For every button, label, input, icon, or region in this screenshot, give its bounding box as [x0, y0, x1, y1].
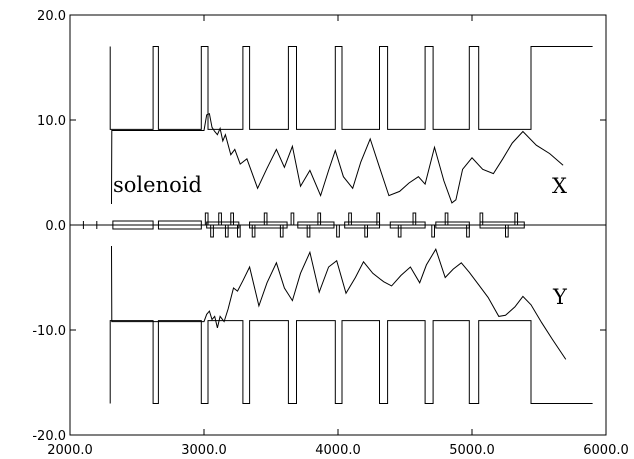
beamline-elements	[70, 212, 606, 238]
quad-7	[263, 212, 268, 226]
quad-2	[218, 212, 222, 226]
series-lines	[109, 46, 593, 404]
solenoid-label: solenoid	[113, 173, 202, 197]
quad-0	[204, 212, 209, 226]
quad-6	[251, 224, 256, 238]
solenoid-box-0	[112, 220, 154, 230]
y-tick-label-3: 10.0	[37, 114, 66, 129]
quad-8	[279, 224, 284, 238]
quad-22	[505, 224, 509, 238]
quad-18	[431, 224, 435, 238]
quad-21	[479, 212, 484, 226]
quad-23	[514, 212, 519, 226]
quad-15	[376, 212, 381, 226]
x-tick-label-0: 2000.0	[47, 443, 93, 458]
solenoid-box-1	[157, 220, 202, 230]
quad-13	[348, 212, 352, 226]
x-tick-labels: 2000.0 3000.0 4000.0 5000.0 6000.0	[47, 443, 629, 458]
y-tick-label-4: 20.0	[37, 9, 66, 24]
quad-11	[317, 212, 322, 226]
x-tick-label-4: 6000.0	[583, 443, 629, 458]
quad-3	[224, 224, 229, 238]
lower-aperture-line	[109, 320, 593, 404]
x-trace-label: X	[552, 174, 567, 198]
quad-12	[336, 224, 340, 238]
quad-20	[466, 224, 470, 238]
quad-14	[364, 224, 368, 238]
y-tick-label-2: 0.0	[45, 219, 66, 234]
quad-5	[237, 224, 241, 238]
y-tick-label-1: -10.0	[32, 324, 66, 339]
x-tick-label-1: 3000.0	[181, 443, 227, 458]
drift-box-2	[297, 221, 335, 229]
quad-4	[230, 212, 234, 226]
y-tick-labels: -20.0 -10.0 0.0 10.0 20.0	[32, 9, 66, 444]
quad-9	[290, 212, 295, 226]
y-envelope-line	[111, 245, 567, 360]
x-envelope-line	[111, 113, 564, 205]
x-tick-label-2: 4000.0	[315, 443, 361, 458]
quad-16	[397, 224, 402, 238]
quad-17	[412, 212, 417, 226]
quad-19	[444, 212, 449, 226]
quad-1	[210, 224, 214, 238]
drift-box-1	[249, 221, 288, 229]
y-tick-label-0: -20.0	[32, 429, 66, 444]
drift-box-4	[389, 221, 426, 229]
y-trace-label: Y	[552, 285, 568, 309]
x-tick-label-3: 5000.0	[449, 443, 495, 458]
quad-10	[306, 224, 311, 238]
upper-aperture-line	[109, 46, 593, 130]
